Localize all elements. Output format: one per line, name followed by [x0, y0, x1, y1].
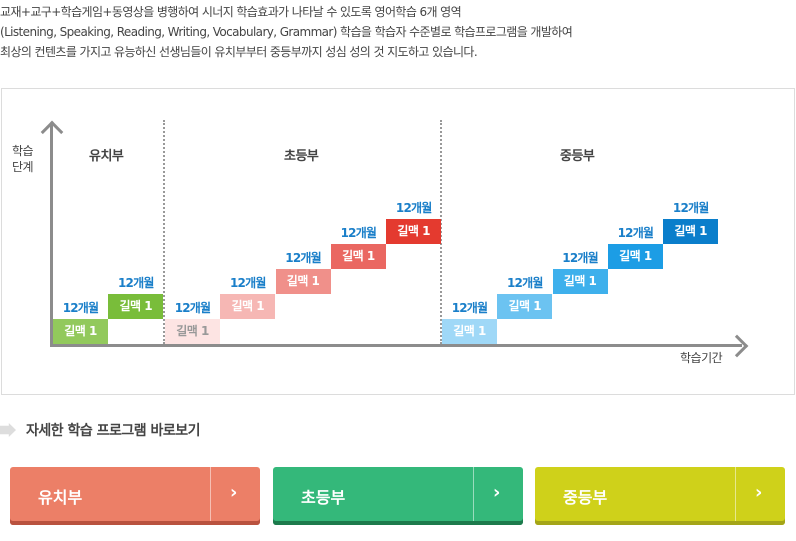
y-label-line: 학습	[12, 144, 34, 158]
step-block: 길맥 1	[108, 294, 164, 319]
section-divider	[163, 120, 165, 344]
step-duration: 12개월	[451, 301, 488, 315]
program-link-title: 자세한 학습 프로그램 바로보기	[26, 423, 201, 439]
intro-text: 교재+교구+학습게임+동영상을 병행하여 시너지 학습효과가 나타날 수 있도록…	[0, 2, 573, 62]
program-link-heading: 자세한 학습 프로그램 바로보기	[0, 420, 201, 440]
step-duration: 12개월	[507, 276, 543, 290]
chevron-right-icon: ›	[755, 482, 763, 503]
step-block: 길맥 1	[275, 269, 331, 294]
step-block: 길맥 1	[220, 294, 276, 319]
divider	[735, 467, 736, 521]
section-kindergarten: 유치부	[89, 149, 124, 164]
elementary-button[interactable]: 초등부 ›	[273, 467, 523, 525]
step-block: 길맥 1	[497, 294, 553, 319]
step-duration: 12개월	[62, 301, 99, 315]
divider	[473, 467, 474, 521]
section-elementary: 초등부	[284, 149, 319, 164]
learning-stage-chart	[1, 88, 795, 395]
arrow-icon	[0, 423, 16, 437]
step-duration: 12개월	[174, 301, 211, 315]
step-block: 길맥 1	[53, 319, 108, 344]
step-block: 길맥 1	[330, 244, 386, 269]
button-label: 초등부	[301, 488, 346, 507]
step-block: 길맥 1	[607, 244, 663, 269]
y-axis-label: 학습 단계	[12, 143, 34, 175]
step-duration: 12개월	[230, 276, 266, 290]
step-block: 길맥 1	[165, 319, 220, 344]
section-middle: 중등부	[560, 149, 595, 164]
step-duration: 12개월	[672, 201, 709, 215]
step-duration: 12개월	[617, 226, 654, 240]
x-axis	[50, 344, 742, 347]
middle-school-button[interactable]: 중등부 ›	[535, 467, 785, 525]
x-axis-label: 학습기간	[680, 351, 723, 365]
y-label-line: 단계	[12, 160, 34, 174]
kindergarten-button[interactable]: 유치부 ›	[10, 467, 260, 525]
step-duration: 12개월	[562, 251, 598, 265]
intro-line: (Listening, Speaking, Reading, Writing, …	[0, 25, 573, 39]
intro-line: 교재+교구+학습게임+동영상을 병행하여 시너지 학습효과가 나타날 수 있도록…	[0, 5, 462, 19]
step-block: 길맥 1	[552, 269, 608, 294]
button-label: 중등부	[563, 488, 608, 507]
step-duration: 12개월	[340, 226, 377, 240]
step-duration: 12개월	[118, 276, 154, 290]
divider	[210, 467, 211, 521]
step-duration: 12개월	[395, 201, 432, 215]
step-block: 길맥 1	[442, 319, 497, 344]
button-label: 유치부	[38, 488, 83, 507]
chevron-right-icon: ›	[493, 482, 501, 503]
intro-line: 최상의 컨텐츠를 가지고 유능하신 선생님들이 유치부부터 중등부까지 성심 성…	[0, 45, 478, 59]
step-block: 길맥 1	[663, 219, 719, 244]
step-duration: 12개월	[285, 251, 321, 265]
y-axis	[50, 125, 53, 347]
chevron-right-icon: ›	[230, 482, 238, 503]
step-block: 길맥 1	[386, 219, 442, 244]
